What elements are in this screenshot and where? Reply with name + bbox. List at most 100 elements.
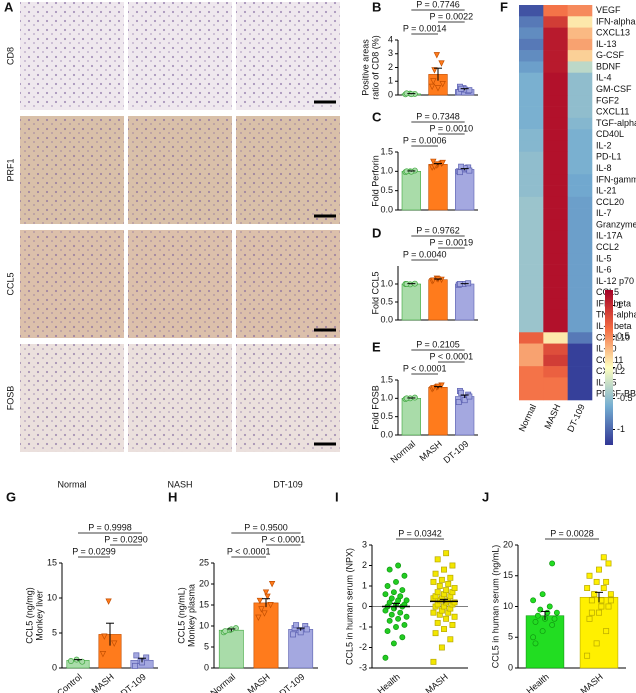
heatmap-cell (519, 253, 544, 265)
heatmap-cell (543, 185, 568, 198)
data-point (549, 560, 556, 567)
data-point (268, 581, 276, 588)
data-point (430, 158, 437, 166)
data-point (598, 597, 605, 604)
data-point (430, 78, 437, 85)
heatmap-cell (567, 219, 593, 232)
panel-label: H (168, 489, 177, 504)
y-tick-label: 1 (388, 76, 393, 86)
data-point (133, 652, 140, 659)
data-point (401, 622, 408, 628)
heatmap-cell (543, 129, 568, 141)
micrograph-texture (128, 116, 232, 224)
x-tick-label: MASH (417, 439, 443, 463)
bar (428, 387, 448, 436)
data-point (466, 393, 473, 400)
row-label: PD-L1 (596, 152, 622, 162)
x-tick-label: Normal (388, 439, 417, 465)
heatmap-cell (567, 366, 593, 378)
heatmap-cell (519, 84, 544, 96)
heatmap-cell (519, 5, 544, 17)
bar (218, 629, 244, 669)
data-point (267, 602, 274, 609)
data-point (588, 597, 595, 604)
data-point (432, 630, 439, 637)
column-label: MASH (542, 403, 562, 431)
row-label: IFN-gamma (596, 174, 636, 184)
bar (455, 283, 475, 321)
heatmap-cell (519, 106, 544, 119)
heatmap-cell (543, 5, 568, 17)
row-label: TNF-alpha (596, 310, 636, 320)
column-label: Normal (517, 403, 538, 434)
y-tick-label: 25 (199, 557, 209, 567)
y-tick-label: 5 (508, 632, 513, 642)
data-point (434, 589, 441, 596)
y-tick-label: 1.0 (380, 278, 393, 288)
y-tick-label: 20 (199, 578, 209, 588)
heatmap-cell (519, 196, 544, 209)
row-label: Granzyme B (596, 219, 636, 229)
y-tick-label: 0 (204, 662, 209, 672)
row-label: IL-1 beta (596, 321, 632, 331)
data-point (553, 609, 560, 616)
y-tick-label: 0.5 (380, 296, 393, 306)
y-tick-label: 0.5 (380, 185, 393, 195)
micrograph-texture (20, 116, 124, 224)
panel-label: B (372, 0, 381, 14)
heatmap-cell (519, 275, 544, 288)
bar (428, 164, 448, 211)
heatmap-cell (543, 117, 568, 130)
data-point (132, 662, 138, 669)
p-value: P = 0.0022 (430, 11, 474, 21)
data-point (443, 587, 450, 594)
heatmap-cell (567, 129, 593, 141)
y-tick-label: 20 (503, 539, 513, 549)
heatmap-cell (543, 321, 568, 333)
row-label: IL-6 (596, 265, 612, 275)
data-point (532, 640, 539, 647)
data-point (256, 597, 264, 605)
data-point (584, 652, 591, 659)
row-label: VEGF (596, 5, 621, 15)
x-tick-label: Control (55, 672, 84, 693)
data-point (386, 566, 393, 573)
heatmap-cell (543, 332, 568, 344)
y-axis-label: Monkey liver (34, 590, 44, 641)
row-label: IFN-beta (596, 298, 631, 308)
heatmap-cell (519, 27, 544, 40)
row-label: CXCL11 (596, 107, 629, 117)
y-axis-label: CCL5 (ng/mg) (24, 587, 34, 644)
heatmap-cell (519, 298, 544, 311)
y-axis-label: Positive areas (360, 39, 370, 96)
y-tick-label: 3 (388, 48, 393, 58)
p-value: P = 0.0040 (403, 249, 447, 259)
data-point (530, 634, 537, 641)
heatmap-cell (567, 95, 593, 107)
p-value: P = 0.7348 (416, 111, 460, 121)
heatmap-cell (519, 174, 544, 186)
data-point (443, 550, 450, 557)
p-value: P = 0.0014 (403, 23, 447, 33)
row-label: CCL5 (5, 272, 15, 295)
heatmap-cell (567, 242, 593, 254)
p-value: P = 0.0342 (398, 528, 442, 538)
heatmap-cell (543, 230, 568, 243)
p-value: P < 0.0001 (403, 363, 447, 373)
colorbar (605, 290, 613, 445)
micrograph-texture (236, 116, 340, 224)
data-point (449, 562, 456, 569)
colorbar-tick-label: 0.5 (617, 331, 630, 341)
bar (428, 279, 448, 321)
panel-label: E (372, 339, 381, 354)
heatmap-cell (567, 61, 593, 74)
micrograph-texture (236, 344, 340, 452)
row-label: IL-7 (596, 208, 612, 218)
data-point (434, 619, 441, 626)
data-point (397, 609, 404, 616)
heatmap-cell (567, 151, 593, 164)
heatmap-cell (543, 16, 568, 28)
heatmap-cell (567, 140, 593, 153)
heatmap-cell (567, 377, 593, 390)
p-value: P = 0.0028 (550, 528, 594, 538)
